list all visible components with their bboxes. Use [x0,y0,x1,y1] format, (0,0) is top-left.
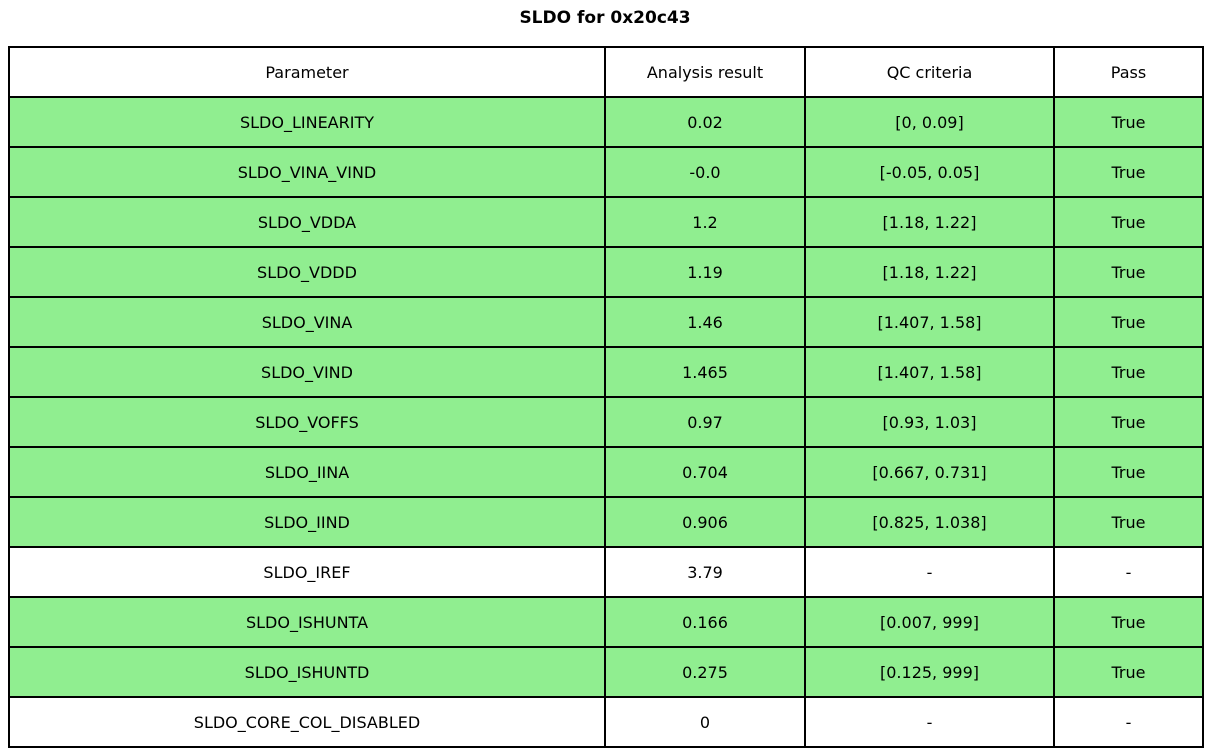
qc-results-table: Parameter Analysis result QC criteria Pa… [8,46,1204,748]
cell-pass: True [1053,296,1204,348]
cell-analysis-result: 0 [604,696,806,748]
cell-pass: True [1053,646,1204,698]
cell-pass: True [1053,596,1204,648]
cell-analysis-result: 1.2 [604,196,806,248]
cell-pass: - [1053,696,1204,748]
cell-analysis-result: 0.275 [604,646,806,698]
cell-pass: - [1053,546,1204,598]
cell-analysis-result: 1.19 [604,246,806,298]
cell-parameter: SLDO_VINA [8,296,606,348]
cell-parameter: SLDO_VIND [8,346,606,398]
table-row: SLDO_VINA 1.46 [1.407, 1.58] True [8,296,1204,348]
cell-parameter: SLDO_VDDA [8,196,606,248]
table-row: SLDO_IINA 0.704 [0.667, 0.731] True [8,446,1204,498]
cell-qc-criteria: - [804,546,1055,598]
cell-parameter: SLDO_VOFFS [8,396,606,448]
cell-qc-criteria: [-0.05, 0.05] [804,146,1055,198]
cell-qc-criteria: [0.667, 0.731] [804,446,1055,498]
cell-parameter: SLDO_IINA [8,446,606,498]
cell-analysis-result: 0.906 [604,496,806,548]
header-row: Parameter Analysis result QC criteria Pa… [8,46,1204,98]
table-row: SLDO_ISHUNTD 0.275 [0.125, 999] True [8,646,1204,698]
col-header-parameter: Parameter [8,46,606,98]
table-body: SLDO_LINEARITY 0.02 [0, 0.09] True SLDO_… [8,96,1204,748]
cell-pass: True [1053,196,1204,248]
cell-qc-criteria: [1.18, 1.22] [804,196,1055,248]
cell-pass: True [1053,346,1204,398]
cell-analysis-result: 0.704 [604,446,806,498]
table-row: SLDO_VINA_VIND -0.0 [-0.05, 0.05] True [8,146,1204,198]
table-row: SLDO_ISHUNTA 0.166 [0.007, 999] True [8,596,1204,648]
cell-parameter: SLDO_ISHUNTD [8,646,606,698]
cell-qc-criteria: [0.125, 999] [804,646,1055,698]
cell-qc-criteria: - [804,696,1055,748]
cell-pass: True [1053,246,1204,298]
cell-parameter: SLDO_CORE_COL_DISABLED [8,696,606,748]
cell-analysis-result: 0.166 [604,596,806,648]
cell-parameter: SLDO_LINEARITY [8,96,606,148]
cell-analysis-result: 0.02 [604,96,806,148]
cell-analysis-result: 1.46 [604,296,806,348]
table-row: SLDO_LINEARITY 0.02 [0, 0.09] True [8,96,1204,148]
cell-qc-criteria: [0.825, 1.038] [804,496,1055,548]
cell-analysis-result: 1.465 [604,346,806,398]
cell-parameter: SLDO_VINA_VIND [8,146,606,198]
cell-qc-criteria: [1.407, 1.58] [804,346,1055,398]
cell-parameter: SLDO_IREF [8,546,606,598]
table-row: SLDO_VOFFS 0.97 [0.93, 1.03] True [8,396,1204,448]
cell-qc-criteria: [0.007, 999] [804,596,1055,648]
cell-pass: True [1053,396,1204,448]
cell-parameter: SLDO_IIND [8,496,606,548]
cell-pass: True [1053,496,1204,548]
cell-analysis-result: 0.97 [604,396,806,448]
table-row: SLDO_VDDA 1.2 [1.18, 1.22] True [8,196,1204,248]
cell-pass: True [1053,446,1204,498]
cell-pass: True [1053,146,1204,198]
col-header-pass: Pass [1053,46,1204,98]
table-row: SLDO_IREF 3.79 - - [8,546,1204,598]
table-row: SLDO_IIND 0.906 [0.825, 1.038] True [8,496,1204,548]
page-title: SLDO for 0x20c43 [519,8,691,28]
col-header-analysis-result: Analysis result [604,46,806,98]
cell-qc-criteria: [0, 0.09] [804,96,1055,148]
cell-analysis-result: 3.79 [604,546,806,598]
cell-parameter: SLDO_ISHUNTA [8,596,606,648]
cell-qc-criteria: [0.93, 1.03] [804,396,1055,448]
table-row: SLDO_CORE_COL_DISABLED 0 - - [8,696,1204,748]
cell-qc-criteria: [1.18, 1.22] [804,246,1055,298]
cell-parameter: SLDO_VDDD [8,246,606,298]
cell-pass: True [1053,96,1204,148]
cell-analysis-result: -0.0 [604,146,806,198]
table-row: SLDO_VDDD 1.19 [1.18, 1.22] True [8,246,1204,298]
table-row: SLDO_VIND 1.465 [1.407, 1.58] True [8,346,1204,398]
cell-qc-criteria: [1.407, 1.58] [804,296,1055,348]
col-header-qc-criteria: QC criteria [804,46,1055,98]
